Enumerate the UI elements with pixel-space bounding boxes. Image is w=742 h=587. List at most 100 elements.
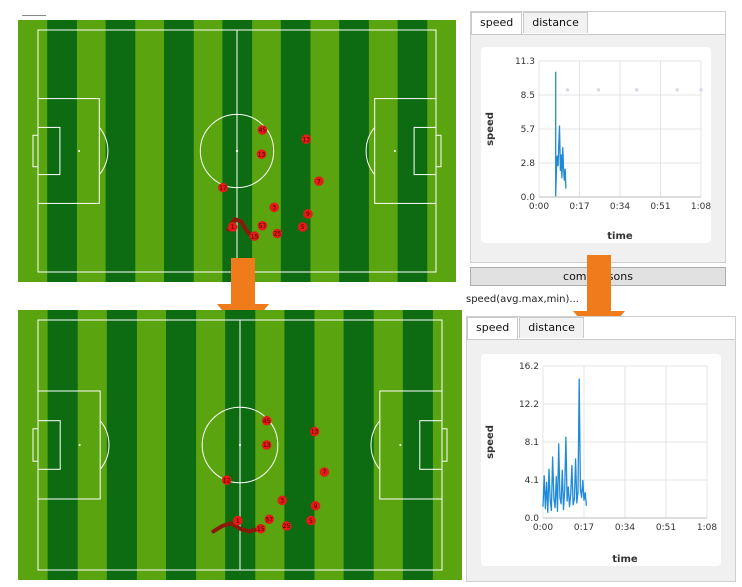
tab-speed[interactable]: speed	[471, 12, 522, 34]
player-number: 3	[272, 205, 276, 212]
player-marker: 45	[258, 125, 268, 135]
pitch-stripe	[166, 310, 196, 580]
player-number: 13	[302, 136, 310, 143]
pitch-stripe	[107, 310, 137, 580]
y-tick-label: 16.2	[519, 362, 539, 372]
player-number: 57	[265, 516, 273, 523]
speed-series-line	[556, 72, 566, 196]
player-marker: 25	[272, 229, 282, 239]
player-number: 1	[231, 224, 235, 231]
player-number: 25	[273, 231, 281, 238]
center-spot	[236, 150, 238, 152]
player-number: 25	[283, 523, 291, 530]
player-number: 3	[280, 498, 284, 505]
pitch-stripe	[106, 20, 136, 282]
y-tick-label: 4.1	[525, 476, 539, 486]
player-marker: 13	[262, 440, 272, 450]
x-axis-label: time	[612, 554, 638, 565]
player-number: 13	[263, 442, 271, 449]
speed-series-line	[543, 379, 586, 512]
x-tick-label: 1:08	[691, 202, 711, 212]
player-marker: 3	[269, 203, 279, 213]
pitch-stripe	[164, 20, 194, 282]
y-tick-label: 8.1	[525, 438, 539, 448]
speed-chart-top: 0:00 0:17 0:34 0:51 1:08 0.0 2.8 5.7 8.5 11.3 time…	[481, 47, 711, 243]
player-number: 13	[311, 429, 319, 436]
center-spot	[239, 444, 241, 446]
player-number: 1	[236, 518, 240, 525]
series-marker	[597, 88, 600, 91]
series-marker	[676, 88, 679, 91]
player-marker: 15	[256, 524, 266, 534]
top-tab-bar: speed distance	[471, 12, 589, 34]
pitch-bottom-svg: 45 13 13 7 12 3 9 57 1 25 15 5	[18, 310, 462, 580]
pitch-stripe	[281, 20, 311, 282]
player-marker: 1	[228, 222, 238, 232]
x-axis-label: time	[607, 231, 633, 242]
player-marker: 15	[250, 231, 260, 241]
player-number: 57	[259, 223, 267, 230]
series-marker	[566, 88, 569, 91]
player-number: 7	[317, 178, 321, 185]
player-number: 5	[301, 224, 305, 231]
pitch-stripe	[47, 20, 77, 282]
player-number: 45	[259, 127, 267, 134]
pitch-top-svg: 45 13 13 7 17 3 9 57 1 25 15 5	[18, 20, 456, 282]
pitch-stripe	[398, 20, 428, 282]
y-axis-label: speed	[485, 112, 496, 146]
pitch-top[interactable]: 45 13 13 7 17 3 9 57 1 25 15 5	[18, 20, 456, 282]
y-tick-label: 5.7	[521, 125, 535, 135]
x-tick-label: 0:51	[656, 523, 676, 533]
penalty-spot-left	[78, 150, 80, 152]
player-number: 9	[306, 211, 310, 218]
y-tick-label: 8.5	[521, 91, 535, 101]
x-tick-label: 0:17	[574, 523, 594, 533]
player-number: 12	[223, 477, 231, 484]
tab-distance[interactable]: distance	[523, 12, 588, 33]
player-marker: 7	[320, 467, 330, 477]
y-tick-label: 0.0	[525, 514, 540, 524]
speed-chart-top-svg: 0:00 0:17 0:34 0:51 1:08 0.0 2.8 5.7 8.5 11.3 time…	[481, 47, 711, 243]
player-marker: 17	[218, 183, 228, 193]
penalty-spot-right	[394, 150, 396, 152]
y-tick-label: 2.8	[521, 159, 536, 169]
player-marker: 57	[265, 514, 275, 524]
player-marker: 13	[257, 149, 267, 159]
series-marker	[635, 88, 638, 91]
speed-chart-bottom-svg: 0:00 0:17 0:34 0:51 1:080.04.18.112.216.2tim…	[481, 354, 721, 566]
pitch-stripe	[284, 310, 314, 580]
player-marker: 12	[222, 475, 232, 485]
series-marker	[699, 88, 702, 91]
player-number: 45	[263, 418, 271, 425]
top-chart-panel: speed distance 0:00 0:17 0:34 0:51 1:08 0.0 2.…	[470, 11, 726, 263]
x-tick-label: 0:34	[610, 202, 630, 212]
player-marker: 3	[277, 496, 287, 506]
player-number: 7	[322, 469, 326, 476]
y-tick-label: 0.0	[521, 193, 536, 203]
x-tick-label: 0:17	[569, 202, 589, 212]
bottom-header-text: speed(avg.max,min)...	[466, 294, 579, 305]
player-marker: 57	[258, 221, 268, 231]
player-number: 15	[257, 526, 265, 533]
tab-distance[interactable]: distance	[519, 317, 584, 338]
player-number: 15	[251, 233, 259, 240]
player-marker: 9	[303, 209, 313, 219]
player-marker: 45	[262, 416, 272, 426]
player-marker: 13	[310, 427, 320, 437]
player-marker: 7	[314, 176, 324, 186]
top-edge-line	[22, 15, 46, 16]
speed-chart-bottom: 0:00 0:17 0:34 0:51 1:08 0.0 4.1 8.1 12.2 16.2 tim…	[481, 354, 721, 566]
bottom-panel-body: 0:00 0:17 0:34 0:51 1:08 0.0 4.1 8.1 12.2 16.2 tim…	[467, 339, 735, 581]
y-tick-label: 12.2	[519, 400, 539, 410]
player-number: 17	[219, 185, 227, 192]
player-marker: 25	[282, 521, 292, 531]
player-marker: 1	[233, 516, 243, 526]
x-tick-label: 1:08	[697, 523, 717, 533]
pitch-stripe	[339, 20, 369, 282]
bottom-tab-bar: speed distance	[467, 317, 585, 339]
player-number: 13	[258, 151, 266, 158]
top-panel-body: 0:00 0:17 0:34 0:51 1:08 0.0 2.8 5.7 8.5 11.3 time…	[471, 34, 725, 262]
pitch-bottom[interactable]: 45 13 13 7 12 3 9 57 1 25 15 5	[18, 310, 462, 580]
player-marker: 5	[306, 516, 316, 526]
tab-speed[interactable]: speed	[467, 317, 518, 339]
